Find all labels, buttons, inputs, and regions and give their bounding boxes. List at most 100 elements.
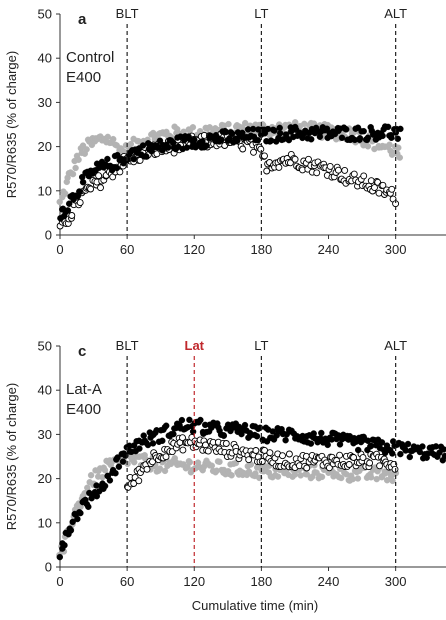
data-point-filled-grey [75, 156, 82, 164]
data-point-filled-black [378, 439, 386, 446]
data-point-filled-black [115, 463, 123, 470]
data-point-open-circle [285, 450, 293, 458]
data-point-filled-black [203, 142, 210, 149]
data-point-filled-black [360, 127, 367, 135]
data-point-filled-black [77, 509, 84, 517]
data-point-filled-black [104, 155, 111, 163]
data-point-filled-black [404, 440, 412, 448]
data-point-filled-grey [186, 459, 194, 466]
data-point-filled-black [130, 155, 138, 163]
x-tick-label: 0 [56, 574, 63, 589]
y-tick-label: 50 [38, 339, 52, 354]
data-point-open-circle [162, 453, 170, 461]
data-point-filled-black [159, 437, 166, 444]
x-tick-label: 120 [183, 242, 205, 257]
data-point-open-circle [345, 461, 353, 468]
data-point-open-circle [252, 447, 260, 454]
data-point-open-circle [149, 458, 156, 466]
data-point-open-circle [68, 212, 76, 219]
data-point-filled-grey [274, 473, 282, 480]
panel-letter: c [78, 343, 86, 360]
data-point-open-circle [179, 434, 186, 442]
data-point-filled-grey [241, 119, 249, 127]
data-point-filled-black [307, 440, 315, 447]
data-point-filled-grey [83, 146, 90, 153]
x-tick-label: 240 [318, 242, 340, 257]
data-point-filled-black [276, 124, 283, 132]
data-point-filled-black [85, 503, 92, 510]
x-tick-label: 120 [183, 574, 205, 589]
data-point-open-circle [204, 447, 212, 455]
y-tick-label: 40 [38, 51, 52, 66]
data-point-open-circle [379, 181, 387, 189]
data-point-filled-grey [87, 472, 95, 479]
data-point-filled-grey [104, 133, 112, 141]
data-point-filled-grey [208, 462, 216, 469]
x-tick-label: 300 [385, 574, 407, 589]
data-point-open-circle [367, 177, 375, 185]
data-point-open-circle [391, 465, 399, 473]
data-point-filled-black [149, 440, 157, 447]
vline-label-alt: ALT [384, 338, 407, 353]
data-point-filled-grey [109, 135, 117, 143]
data-point-filled-black [234, 137, 241, 144]
data-point-filled-black [406, 453, 413, 461]
data-point-open-circle [334, 166, 342, 174]
data-point-filled-black [220, 432, 228, 439]
data-point-open-circle [305, 155, 312, 163]
data-point-filled-grey [72, 164, 79, 172]
y-tick-label: 10 [38, 183, 52, 198]
y-tick-label: 40 [38, 383, 52, 398]
x-tick-label: 180 [251, 242, 273, 257]
data-point-filled-black [225, 135, 233, 142]
data-point-filled-grey [69, 170, 77, 178]
data-point-filled-black [67, 527, 75, 534]
data-point-filled-grey [338, 474, 345, 482]
data-point-filled-grey [62, 190, 69, 198]
data-point-open-circle [222, 440, 230, 447]
data-point-open-circle [336, 451, 344, 459]
x-tick-label: 60 [120, 242, 134, 257]
data-point-filled-black [61, 542, 68, 549]
data-point-filled-black [397, 125, 404, 133]
y-tick-label: 0 [45, 560, 52, 575]
y-tick-label: 0 [45, 228, 52, 243]
x-axis-label: Cumulative time (min) [192, 598, 318, 613]
data-point-filled-black [197, 416, 204, 424]
data-point-filled-black [189, 428, 197, 435]
data-point-filled-grey [389, 477, 396, 485]
data-point-filled-black [384, 123, 392, 131]
data-point-open-circle [371, 184, 378, 192]
data-point-open-circle [266, 449, 274, 457]
data-point-filled-grey [127, 140, 135, 148]
data-point-filled-black [164, 144, 172, 151]
data-point-filled-black [355, 446, 362, 454]
data-point-open-circle [388, 185, 396, 193]
x-tick-label: 240 [318, 574, 340, 589]
data-point-open-circle [360, 172, 368, 180]
data-point-open-circle [275, 163, 283, 171]
data-point-filled-black [338, 134, 346, 142]
vline-label-alt: ALT [384, 6, 407, 21]
data-point-filled-black [65, 200, 73, 207]
y-tick-label: 20 [38, 139, 52, 154]
data-point-filled-black [440, 446, 446, 453]
data-point-open-circle [76, 199, 84, 207]
data-point-filled-black [69, 518, 76, 526]
data-point-open-circle [87, 185, 95, 193]
data-point-open-circle [325, 464, 333, 472]
data-point-filled-black [318, 429, 325, 437]
vline-label-blt: BLT [116, 6, 139, 21]
data-point-open-circle [245, 456, 253, 464]
data-point-open-circle [97, 184, 104, 192]
data-point-filled-grey [318, 473, 326, 481]
data-point-filled-black [186, 416, 193, 424]
vline-label-lt: LT [254, 6, 268, 21]
data-point-open-circle [258, 458, 266, 465]
data-point-filled-black [356, 135, 364, 142]
inset-label-line: E400 [66, 69, 101, 86]
data-point-filled-black [241, 421, 249, 429]
data-point-filled-grey [101, 467, 109, 474]
data-point-filled-black [264, 125, 272, 133]
